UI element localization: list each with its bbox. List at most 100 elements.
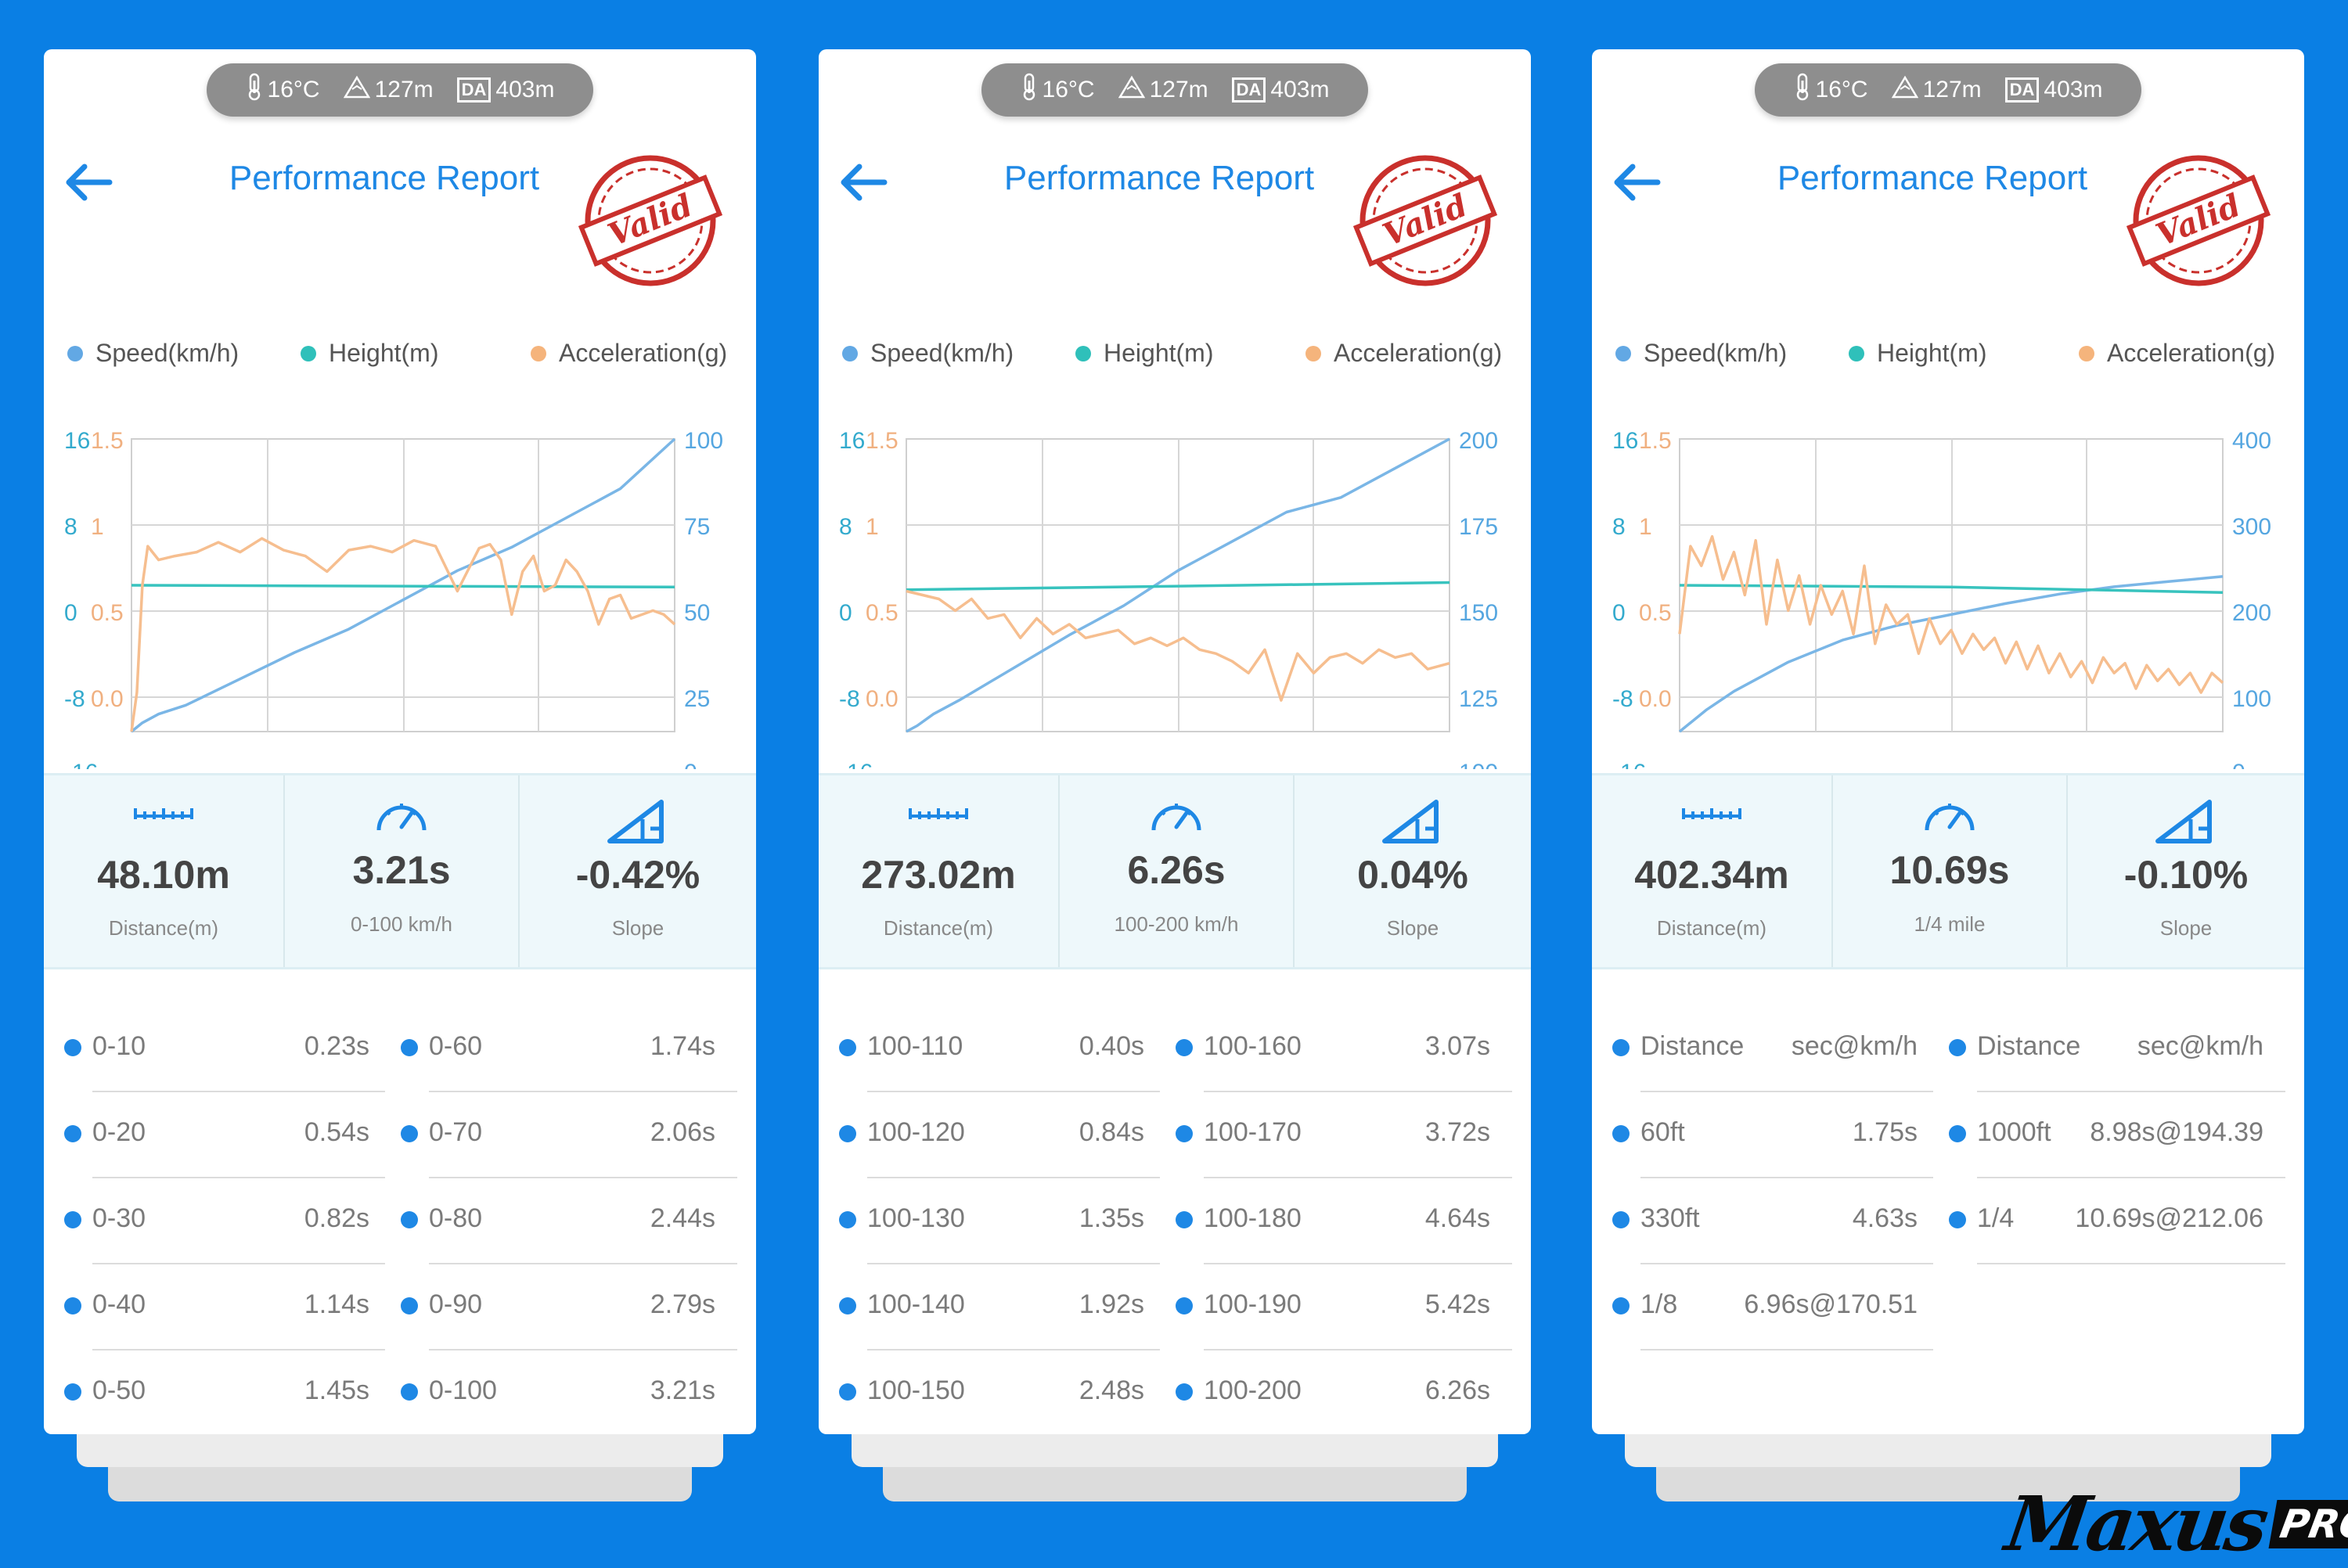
split-name: 0-70 (429, 1117, 483, 1147)
split-row: 0-90 2.79s (401, 1266, 737, 1350)
split-row: 100-200 6.26s (1176, 1352, 1512, 1434)
tick-label-acceleration: 0.0 (866, 686, 899, 712)
tick-label-speed: 200 (2232, 600, 2271, 626)
split-name: 100-120 (867, 1117, 965, 1147)
conditions-pill: 16°C 127m DA 403m (207, 63, 593, 117)
row-divider (92, 1349, 385, 1350)
tick-label-acceleration: 0.0 (1639, 686, 1672, 712)
tick-label-height: 0 (64, 600, 77, 626)
tick-label-height: -16 (839, 760, 873, 769)
split-name: 100-180 (1204, 1203, 1302, 1233)
stat-distance: 402.34m Distance(m) (1592, 775, 1831, 967)
split-name: 1/4 (1977, 1203, 2015, 1233)
split-row: 0-70 2.06s (401, 1094, 737, 1178)
tick-label-acceleration: 1.5 (91, 428, 124, 454)
bullet-dot (64, 1211, 81, 1228)
split-time: sec@km/h (1791, 1031, 1918, 1061)
tick-label-acceleration: 0.5 (866, 600, 899, 626)
stat-value: 3.21s (352, 848, 451, 892)
tick-label-acceleration: 1.5 (866, 428, 899, 454)
altitude-icon (343, 75, 370, 105)
legend-dot (2079, 345, 2094, 361)
tick-label-acceleration: 1 (91, 514, 104, 540)
split-time: 2.79s (650, 1289, 715, 1319)
stat-time: 10.69s 1/4 mile (1831, 775, 2068, 967)
temperature-value: 16°C (267, 77, 320, 102)
card-stack-shadow (108, 1467, 692, 1501)
split-time: 0.84s (1079, 1117, 1144, 1147)
split-time: 3.72s (1424, 1117, 1490, 1147)
split-time: 2.48s (1079, 1376, 1144, 1405)
legend-speed: Speed(km/h) (67, 339, 239, 368)
tick-label-height: 16 (1612, 428, 1638, 454)
split-row: 1/8 6.96s@170.51 (1612, 1266, 1933, 1350)
split-row: Distance sec@km/h (1612, 1008, 1933, 1092)
split-time: 6.26s (1424, 1376, 1490, 1405)
split-time: 1.35s (1079, 1203, 1144, 1233)
legend-dot (842, 345, 858, 361)
row-divider (1977, 1091, 2285, 1092)
page-title: Performance Report (229, 159, 540, 197)
legend-label: Acceleration(g) (559, 339, 728, 367)
slope-icon (1381, 796, 1444, 850)
bullet-dot (1176, 1211, 1193, 1228)
stat-label: Slope (611, 916, 664, 940)
stat-label: 0-100 km/h (350, 912, 453, 936)
page-title: Performance Report (1003, 159, 1315, 197)
back-arrow-icon[interactable] (59, 151, 122, 214)
chart-legend: Speed(km/h) Height(m) Acceleration(g) (1592, 339, 2304, 386)
back-arrow-icon[interactable] (834, 151, 897, 214)
height-series-line (906, 581, 1450, 592)
height-series-line (131, 584, 675, 589)
card-stack-shadow (852, 1434, 1498, 1467)
tick-label-speed: 100 (2232, 686, 2271, 712)
split-name: 60ft (1640, 1117, 1685, 1147)
legend-speed: Speed(km/h) (842, 339, 1014, 368)
split-row: 100-150 2.48s (839, 1352, 1160, 1434)
ruler-icon (132, 796, 195, 831)
tick-label-height: 0 (839, 600, 852, 626)
acceleration-series-line (906, 589, 1450, 702)
bullet-dot (401, 1039, 418, 1056)
performance-chart: 16 8 0 -8 -16 1.5 1 0.5 0.0 200 175 150 125 100 (839, 428, 1498, 769)
split-row: 0-30 0.82s (64, 1180, 385, 1264)
card-stack-shadow (883, 1467, 1467, 1501)
split-row: 60ft 1.75s (1612, 1094, 1933, 1178)
split-time: sec@km/h (2137, 1031, 2263, 1061)
split-row: 100-120 0.84s (839, 1094, 1160, 1178)
legend-dot (531, 345, 546, 361)
split-name: 0-100 (429, 1376, 497, 1405)
chart-legend: Speed(km/h) Height(m) Acceleration(g) (819, 339, 1531, 386)
stats-bar: 273.02m Distance(m) 6.26s 100-200 km/h 0… (819, 773, 1531, 969)
height-series-line (1679, 584, 2224, 595)
row-divider (867, 1349, 1160, 1350)
bullet-dot (401, 1383, 418, 1401)
card-stack-shadow (1625, 1434, 2271, 1467)
split-time: 2.44s (650, 1203, 715, 1233)
back-arrow-icon[interactable] (1608, 151, 1670, 214)
bullet-dot (839, 1125, 856, 1142)
tick-label-speed: 200 (1459, 428, 1498, 454)
tick-label-height: 16 (839, 428, 865, 454)
stat-label: Distance(m) (1656, 916, 1767, 940)
legend-label: Acceleration(g) (2107, 339, 2276, 367)
bullet-dot (1949, 1039, 1966, 1056)
split-name: 330ft (1640, 1203, 1700, 1233)
report-card: 16°C 127m DA 403m Performance Report Vali… (1592, 49, 2304, 1434)
row-divider (1204, 1091, 1512, 1092)
row-divider (1640, 1177, 1933, 1178)
density-altitude-icon: DA (2004, 77, 2040, 102)
valid-stamp: Valid (2124, 146, 2273, 295)
bullet-dot (839, 1039, 856, 1056)
split-row: 1000ft 8.98s@194.39 (1949, 1094, 2285, 1178)
split-row: 330ft 4.63s (1612, 1180, 1933, 1264)
tick-label-speed: 0 (684, 760, 697, 769)
split-time: 1.75s (1852, 1117, 1918, 1147)
legend-dot (1849, 345, 1864, 361)
legend-height: Height(m) (301, 339, 438, 368)
tick-label-speed: 150 (1459, 600, 1498, 626)
speed-series-line (906, 437, 1450, 733)
legend-label: Height(m) (1104, 339, 1214, 367)
tick-label-speed: 0 (2232, 760, 2245, 769)
stat-value: 402.34m (1634, 853, 1789, 897)
